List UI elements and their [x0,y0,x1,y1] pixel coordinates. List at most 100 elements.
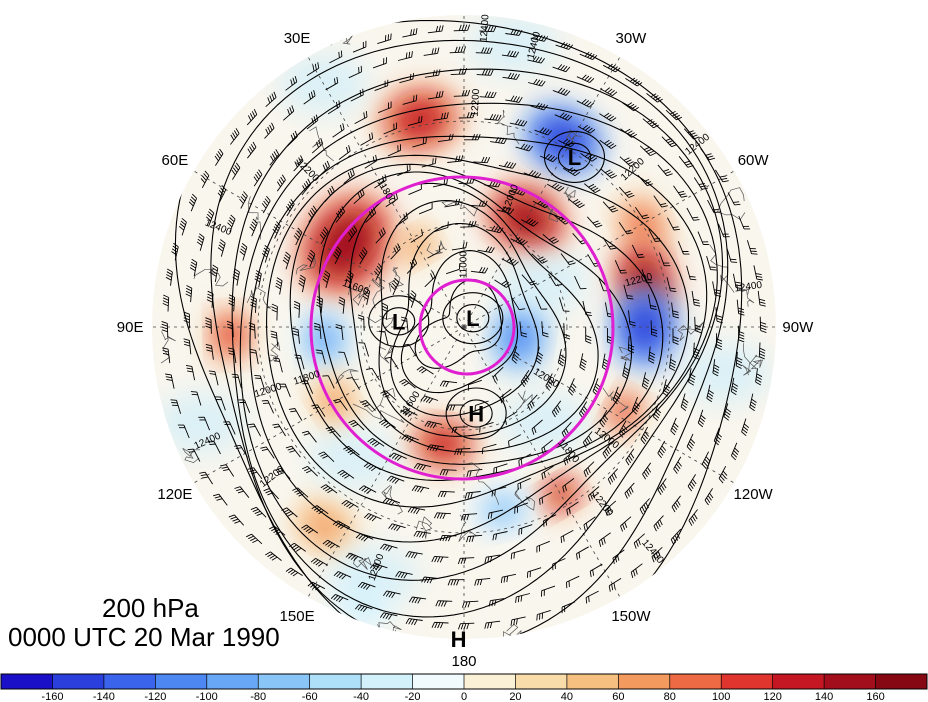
wind-barb-262 [667,217,680,231]
contour-ring-3 [378,199,567,437]
wind-barb-331 [620,516,632,532]
colorbar-swatch-1 [52,674,105,689]
wind-barb-204 [490,136,508,145]
wind-barb-414 [190,391,202,406]
wind-barb-366 [399,73,415,84]
wind-barb-250 [383,122,398,135]
wind-barb-179 [487,509,503,519]
wind-barb-6 [467,379,482,391]
blob-1 [392,98,448,141]
wind-barbs [161,24,767,630]
wind-barb-269 [680,393,689,411]
wind-barb-427 [303,89,316,105]
wind-barb-234 [302,465,318,477]
wind-barb-248 [338,145,351,160]
wind-barb-247 [318,160,330,177]
wind-barb-363 [327,100,341,115]
colorbar-swatch-13 [669,674,722,689]
wind-barb-395 [589,563,603,578]
wind-barb-469 [431,621,449,629]
wind-barb-20 [520,370,530,388]
wind-barb-241 [250,295,257,313]
wind-barb-125 [602,237,617,250]
wind-barb-378 [693,177,708,190]
wind-barb-116 [385,193,398,208]
wind-barb-373 [576,98,595,108]
wind-barb-294 [226,320,234,338]
wind-barb-501 [377,33,392,45]
wind-barb-301 [293,155,304,172]
wind-barb-367 [424,69,441,78]
wind-barb-324 [712,359,720,377]
wind-barb-181 [433,512,451,519]
wind-barb-343 [322,539,340,549]
wind-barb-36 [548,273,562,287]
wind-barb-180 [460,513,478,521]
contour-ring-5 [318,171,633,465]
wind-barb-95 [592,378,601,396]
wind-barb-462 [608,578,622,592]
wind-barb-491 [188,193,198,212]
wind-barb-389 [701,451,711,469]
wind-barb-409 [250,506,267,518]
wind-barb-161 [539,153,558,163]
wind-barb-425 [264,122,275,139]
wind-barb-283 [380,543,398,552]
wind-barb-26 [384,356,399,370]
wind-barb-35 [531,253,548,264]
wind-barb-101 [466,468,483,478]
wind-barb-304 [354,111,368,124]
wind-barb-438 [576,74,595,83]
wind-barb-361 [287,130,298,147]
wind-barb-212 [658,252,671,267]
wind-barb-78 [338,296,346,314]
wind-barb-44 [451,426,468,434]
wind-barb-277 [536,540,550,553]
colorbar-swatch-10 [515,674,568,689]
wind-barb-16 [521,274,538,286]
wind-barb-66 [551,400,562,418]
wind-barb-27 [378,330,389,346]
wind-barb-189 [279,383,291,398]
wind-barb-431 [397,51,413,61]
wind-barb-155 [374,174,387,189]
wind-barb-386 [730,377,739,396]
wind-barb-38 [563,323,571,340]
wind-barb-202 [437,133,454,143]
wind-barb-424 [247,141,257,159]
wind-barb-413 [198,416,211,431]
wind-barb-388 [713,427,723,446]
colorbar-tick-6: -40 [353,691,369,702]
wind-barb-486 [161,320,169,338]
wind-barb-426 [283,105,295,121]
wind-barb-156 [397,164,411,177]
wind-barb-470 [405,618,423,626]
wind-barb-65 [568,378,577,396]
coastline-0 [458,514,477,542]
wind-barb-334 [552,558,566,571]
wind-barb-419 [189,258,198,277]
high-pacific-contour-1 [445,387,507,440]
contour-label-12: 12400 [734,280,764,295]
wind-barb-127 [623,284,634,300]
coastline-2 [738,288,755,307]
contour-label-2: 12200 [470,88,482,117]
wind-barb-48 [366,367,380,381]
wind-barb-480 [199,471,213,485]
wind-barb-475 [285,567,303,577]
colorbar-tick-9: 20 [509,691,521,702]
wind-barb-217 [662,379,671,397]
wind-barb-163 [584,183,601,193]
wind-barb-216 [669,353,677,371]
field-patch-4 [499,392,590,453]
wind-barb-225 [518,524,533,536]
wind-barb-254 [484,113,502,121]
wind-barb-436 [527,56,545,64]
wind-barb-98 [541,439,553,455]
coastline-13 [415,516,433,539]
contour-label-0: 12400 [479,14,492,43]
wind-barb-249 [360,132,374,146]
wind-barb-226 [492,531,508,541]
wind-barb-175 [583,461,595,478]
low-polar-contour-1 [442,292,504,345]
